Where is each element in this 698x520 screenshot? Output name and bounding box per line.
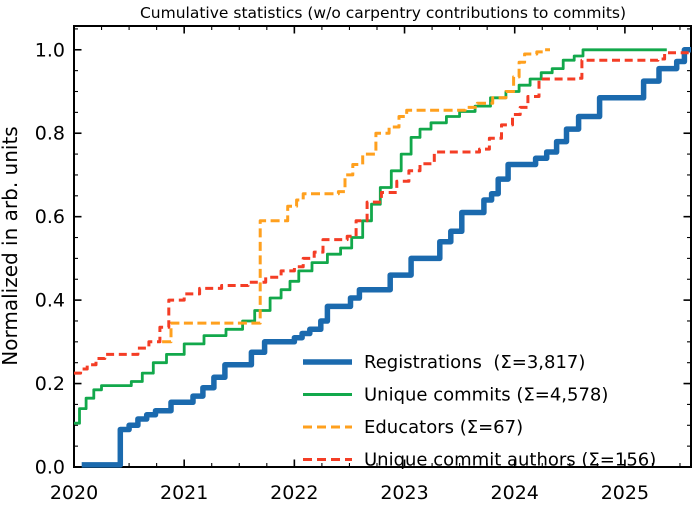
legend-label: Registrations (Σ=3,817) <box>364 352 585 373</box>
x-tick-label: 2022 <box>270 482 318 504</box>
series-educators-line <box>162 48 550 344</box>
x-tick-label: 2021 <box>160 482 208 504</box>
plot-frame <box>73 25 692 468</box>
y-axis-label: Normalized in arb. units <box>0 126 22 365</box>
series-unique-commits-line <box>74 48 667 425</box>
x-tick-label: 2025 <box>601 482 649 504</box>
chart-title: Cumulative statistics (w/o carpentry con… <box>140 4 626 22</box>
series-unique-commit-authors-line <box>74 51 689 375</box>
legend-item-registrations: Registrations (Σ=3,817) <box>303 352 585 373</box>
y-tick-label: 0.2 <box>35 373 65 395</box>
x-tick-label: 2023 <box>380 482 428 504</box>
series-registrations-line <box>81 47 691 468</box>
legend-label: Unique commits (Σ=4,578) <box>364 385 608 406</box>
y-tick-label: 0.6 <box>35 206 65 228</box>
y-tick-label: 0.0 <box>35 457 65 479</box>
x-tick-label: 2024 <box>491 482 539 504</box>
legend-item-unique-commits: Unique commits (Σ=4,578) <box>303 385 608 406</box>
y-tick-label: 0.8 <box>35 123 65 145</box>
legend: Registrations (Σ=3,817) Unique commits (Σ… <box>303 352 656 471</box>
legend-item-unique-commit-authors: Unique commit authors (Σ=156) <box>303 450 656 471</box>
x-tick-label: 2020 <box>50 482 98 504</box>
legend-label: Unique commit authors (Σ=156) <box>364 450 656 471</box>
legend-label: Educators (Σ=67) <box>364 417 523 438</box>
legend-item-educators: Educators (Σ=67) <box>303 417 523 438</box>
series-lines <box>74 47 691 468</box>
y-tick-label: 1.0 <box>35 39 65 61</box>
y-tick-label: 0.4 <box>35 290 65 312</box>
tick-labels: 2020 2021 2022 2023 2024 2025 0.0 0.2 0.4 0.6 0.8 1… <box>35 39 649 504</box>
axis-ticks <box>73 26 691 468</box>
